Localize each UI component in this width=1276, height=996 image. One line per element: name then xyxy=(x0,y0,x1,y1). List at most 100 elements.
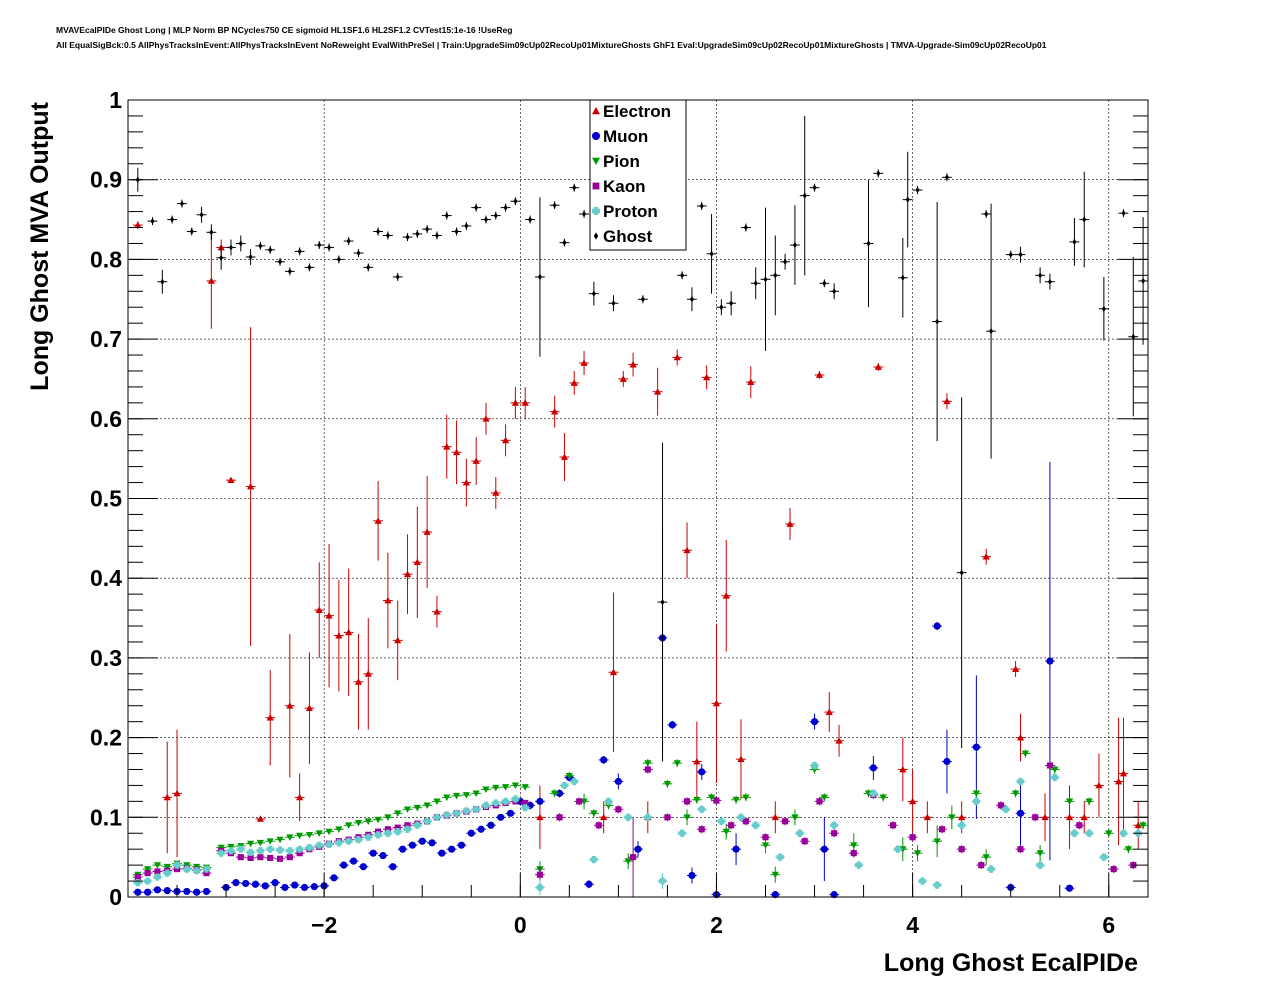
data-point-ghost xyxy=(535,197,545,357)
data-point-pion xyxy=(510,782,521,790)
data-point-ghost xyxy=(750,267,761,300)
data-point-ghost xyxy=(226,239,236,256)
data-point-pion xyxy=(662,779,673,788)
data-point-ghost xyxy=(1079,171,1090,268)
data-point-kaon xyxy=(976,861,987,870)
data-point-pion xyxy=(265,838,276,845)
data-point-electron xyxy=(226,476,236,484)
data-point-muon xyxy=(633,841,643,858)
data-point-ghost xyxy=(799,115,810,276)
data-point-kaon xyxy=(995,801,1006,810)
data-point-pion xyxy=(441,794,452,801)
data-point-muon xyxy=(280,883,290,892)
legend: Electron Muon Pion Kaon Proton Ghost xyxy=(589,99,687,251)
data-point-electron xyxy=(1094,753,1104,818)
data-point-muon xyxy=(485,821,496,829)
data-point-muon xyxy=(427,839,437,847)
data-point-proton xyxy=(294,845,305,853)
x-tick-label: 2 xyxy=(710,912,723,938)
data-point-ghost xyxy=(873,169,884,178)
data-point-proton xyxy=(677,829,688,838)
y-tick-label: 0.9 xyxy=(90,167,122,193)
data-point-pion xyxy=(412,804,423,812)
data-point-proton xyxy=(481,801,491,809)
data-point-pion xyxy=(878,793,889,802)
data-point-electron xyxy=(392,600,403,681)
y-tick-label: 0 xyxy=(109,884,122,910)
data-point-kaon xyxy=(848,849,859,858)
data-point-muon xyxy=(456,841,467,849)
header-line-2: All EqualSigBck:0.5 AllPhysTracksInEvent… xyxy=(56,40,1047,50)
data-point-proton xyxy=(265,845,276,853)
data-point-proton xyxy=(775,853,786,862)
data-point-electron xyxy=(441,414,452,479)
data-point-electron xyxy=(721,539,732,652)
legend-entry-muon: Muon xyxy=(592,127,648,146)
series-kaon xyxy=(132,761,1139,897)
data-point-electron xyxy=(500,424,511,457)
data-point-electron xyxy=(907,769,918,834)
data-point-ghost xyxy=(294,247,305,256)
data-point-electron xyxy=(785,508,795,540)
data-point-kaon xyxy=(780,817,791,826)
data-point-muon xyxy=(436,849,447,857)
data-point-ghost xyxy=(897,237,908,318)
data-point-ghost xyxy=(412,229,423,238)
data-point-electron xyxy=(383,552,393,649)
data-point-proton xyxy=(324,840,334,848)
legend-label: Ghost xyxy=(603,227,652,246)
series-pion xyxy=(132,749,1148,883)
data-point-muon xyxy=(387,863,398,871)
data-point-pion xyxy=(790,809,800,826)
data-point-kaon xyxy=(740,817,751,826)
data-point-proton xyxy=(392,828,403,836)
data-point-electron xyxy=(981,548,992,565)
data-point-pion xyxy=(1084,797,1095,806)
data-point-proton xyxy=(432,813,442,821)
data-point-pion xyxy=(706,793,717,802)
data-point-ghost xyxy=(696,202,707,210)
data-point-ghost xyxy=(255,241,266,250)
data-point-kaon xyxy=(255,854,266,861)
data-point-electron xyxy=(451,420,462,485)
data-point-pion xyxy=(432,798,442,805)
data-point-ghost xyxy=(1069,217,1080,266)
data-point-electron xyxy=(255,815,266,822)
data-point-muon xyxy=(142,888,153,896)
data-point-pion xyxy=(549,789,560,798)
data-point-ghost xyxy=(481,215,491,224)
data-point-electron xyxy=(922,801,933,834)
data-point-ghost xyxy=(353,249,364,258)
data-point-proton xyxy=(809,761,820,770)
data-point-kaon xyxy=(152,868,163,875)
data-point-proton xyxy=(314,841,325,849)
data-point-ghost xyxy=(157,269,168,294)
data-point-kaon xyxy=(956,845,967,854)
data-point-muon xyxy=(329,874,339,882)
data-point-muon xyxy=(201,887,212,896)
data-point-ghost xyxy=(716,299,727,316)
x-tick-label: 0 xyxy=(514,912,527,938)
data-point-kaon xyxy=(628,817,638,897)
data-point-ghost xyxy=(235,235,246,252)
x-axis-title: Long Ghost EcalPIDe xyxy=(884,949,1138,977)
data-point-ghost xyxy=(706,213,717,294)
data-point-ghost xyxy=(471,203,482,212)
data-point-pion xyxy=(672,759,683,768)
data-point-muon xyxy=(667,720,678,729)
series-ghost xyxy=(132,115,1148,762)
data-point-ghost xyxy=(432,231,442,240)
data-point-muon xyxy=(446,845,457,853)
data-point-muon xyxy=(191,888,202,896)
legend-entry-ghost: Ghost xyxy=(593,227,652,246)
data-point-proton xyxy=(353,836,364,844)
data-point-proton xyxy=(201,865,212,873)
data-point-muon xyxy=(397,845,408,853)
data-point-proton xyxy=(794,829,805,838)
data-point-electron xyxy=(711,623,722,784)
data-point-muon xyxy=(584,880,594,889)
data-point-pion xyxy=(490,784,501,792)
data-point-electron xyxy=(549,395,560,428)
data-point-proton xyxy=(956,821,967,830)
data-point-pion xyxy=(731,795,741,804)
